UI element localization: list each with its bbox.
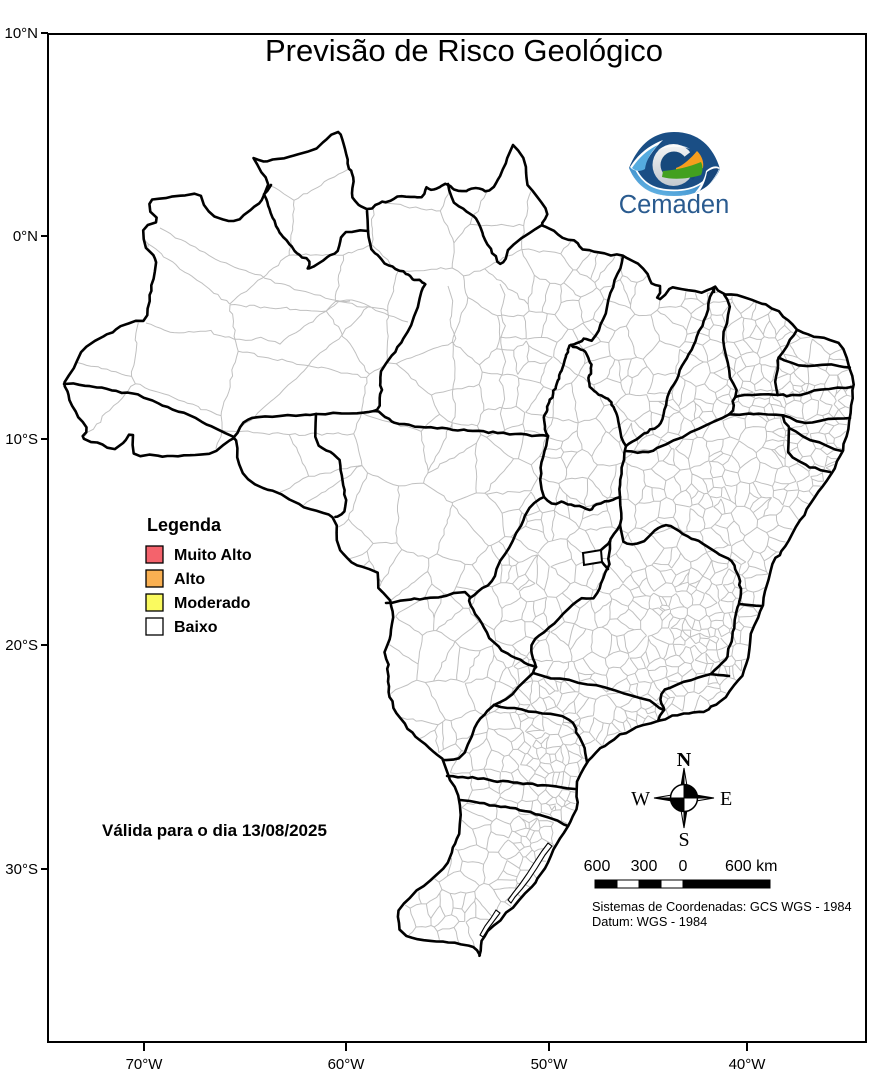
svg-text:10°N: 10°N (4, 25, 38, 42)
svg-text:30°S: 30°S (5, 861, 38, 878)
svg-text:Moderado: Moderado (174, 595, 251, 612)
svg-text:300: 300 (631, 858, 658, 875)
svg-text:70°W: 70°W (126, 1056, 164, 1073)
svg-text:40°W: 40°W (729, 1056, 767, 1073)
svg-text:Datum: WGS - 1984: Datum: WGS - 1984 (592, 914, 707, 929)
svg-text:Válida para o dia 13/08/2025: Válida para o dia 13/08/2025 (102, 821, 327, 840)
svg-text:Baixo: Baixo (174, 619, 218, 636)
svg-text:Cemaden: Cemaden (619, 191, 730, 219)
svg-text:600: 600 (584, 858, 611, 875)
svg-text:600 km: 600 km (725, 858, 777, 875)
svg-text:S: S (678, 829, 689, 851)
svg-text:Muito Alto: Muito Alto (174, 547, 252, 564)
svg-text:60°W: 60°W (328, 1056, 366, 1073)
svg-text:Sistemas de Coordenadas: GCS W: Sistemas de Coordenadas: GCS WGS - 1984 (592, 899, 852, 914)
svg-text:50°W: 50°W (531, 1056, 569, 1073)
svg-text:Alto: Alto (174, 571, 205, 588)
svg-text:0: 0 (679, 858, 688, 875)
svg-text:Previsão de Risco Geológico: Previsão de Risco Geológico (265, 33, 663, 68)
svg-text:0°N: 0°N (13, 228, 38, 245)
svg-text:E: E (720, 788, 732, 810)
svg-text:20°S: 20°S (5, 637, 38, 654)
svg-text:N: N (677, 749, 692, 771)
svg-text:10°S: 10°S (5, 431, 38, 448)
svg-text:Legenda: Legenda (147, 515, 222, 535)
svg-text:W: W (631, 788, 650, 810)
